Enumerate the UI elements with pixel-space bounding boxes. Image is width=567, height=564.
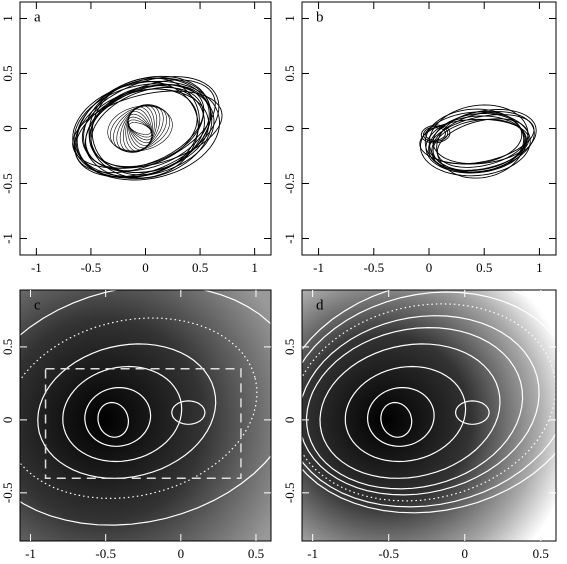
orbit — [432, 118, 526, 172]
orbit — [85, 83, 210, 172]
orbit — [127, 108, 153, 149]
contour-line — [344, 365, 467, 463]
orbit — [74, 79, 216, 174]
contour-line — [302, 315, 540, 496]
x-tick-label: 1 — [251, 260, 258, 275]
plot-frame — [301, 289, 557, 542]
x-tick-label: -0.5 — [81, 260, 102, 275]
y-tick-label: 0 — [282, 417, 297, 424]
x-tick-label: 1 — [536, 260, 543, 275]
y-tick-label: -0.5 — [0, 173, 15, 194]
y-tick-label: 1 — [282, 15, 297, 22]
x-tick-label: -1 — [31, 260, 42, 275]
y-tick-label: -0.5 — [282, 173, 297, 194]
x-tick-label: -1 — [313, 260, 324, 275]
x-tick-label: -1 — [307, 546, 318, 561]
x-tick-label: 0 — [178, 546, 185, 561]
orbit — [425, 127, 446, 141]
contour-line — [171, 400, 206, 425]
contour-line — [366, 387, 435, 447]
x-tick-label: 0.5 — [192, 260, 208, 275]
x-tick-label: 0.5 — [476, 260, 492, 275]
panel-label: c — [34, 297, 41, 313]
panel-label: d — [316, 297, 324, 313]
x-tick-label: 0.5 — [533, 546, 549, 561]
y-tick-label: 0.5 — [0, 339, 15, 355]
y-tick-label: 0 — [0, 125, 15, 132]
contour-line — [302, 290, 556, 514]
orbit — [128, 122, 152, 135]
y-tick-label: 0 — [0, 417, 15, 424]
contour-line — [380, 401, 413, 438]
x-tick-label: -0.5 — [363, 260, 384, 275]
orbit — [436, 110, 525, 179]
orbit — [113, 104, 168, 153]
contour-map — [302, 290, 556, 541]
orbit — [88, 81, 199, 179]
y-tick-label: 0.5 — [0, 65, 15, 81]
x-tick-label: -0.5 — [378, 546, 399, 561]
contour-line — [20, 317, 258, 500]
contour-line — [454, 400, 490, 425]
x-tick-label: -0.5 — [95, 546, 116, 561]
y-tick-label: 1 — [0, 15, 15, 22]
orbit — [91, 77, 200, 176]
x-tick-label: 0 — [461, 546, 468, 561]
panel: -1 -0.5 0 0.5 -0.5 0 0.5 c — [0, 289, 272, 561]
y-tick-label: -1 — [0, 233, 15, 244]
selection-box — [44, 368, 242, 480]
density — [20, 290, 271, 541]
orbit — [84, 84, 205, 169]
y-tick-label: 0.5 — [282, 339, 297, 355]
orbit — [72, 90, 223, 169]
plot-frame — [19, 289, 272, 542]
orbit — [420, 124, 451, 144]
contour-map — [20, 290, 271, 541]
contour-line — [62, 365, 183, 463]
panel: -1 -0.5 0 0.5 1 -1 -0.5 0 0.5 1 b — [282, 1, 557, 275]
y-tick-label: 0.5 — [282, 65, 297, 81]
panel-label: b — [316, 9, 324, 25]
contour-line — [302, 291, 556, 508]
contour-line — [305, 326, 524, 490]
orbit — [76, 75, 211, 179]
contour-line — [20, 290, 271, 526]
orbit — [107, 105, 173, 152]
contour-line — [37, 343, 217, 479]
panel: -1 -0.5 0 0.5 1 -1 -0.5 0 0.5 1 a — [0, 1, 272, 275]
plot-frame — [19, 1, 272, 256]
contour-line — [84, 387, 152, 447]
panel-label: a — [34, 9, 41, 25]
y-tick-label: -1 — [282, 233, 297, 244]
x-tick-label: 0.5 — [248, 546, 264, 561]
contour-line — [97, 401, 129, 438]
orbit — [425, 115, 528, 174]
x-tick-label: 0 — [142, 260, 149, 275]
y-tick-label: -0.5 — [0, 483, 15, 504]
orbit — [127, 116, 153, 141]
panel: -1 -0.5 0 0.5 -0.5 0 0.5 d — [282, 289, 557, 561]
y-tick-label: -0.5 — [282, 483, 297, 504]
x-tick-label: 0 — [426, 260, 433, 275]
orbit — [109, 105, 171, 152]
x-tick-label: -1 — [25, 546, 36, 561]
contour-line — [319, 343, 501, 479]
orbit — [419, 118, 530, 165]
y-tick-label: 0 — [282, 125, 297, 132]
orbit — [81, 88, 210, 173]
orbit — [116, 104, 164, 153]
orbit — [423, 126, 449, 142]
